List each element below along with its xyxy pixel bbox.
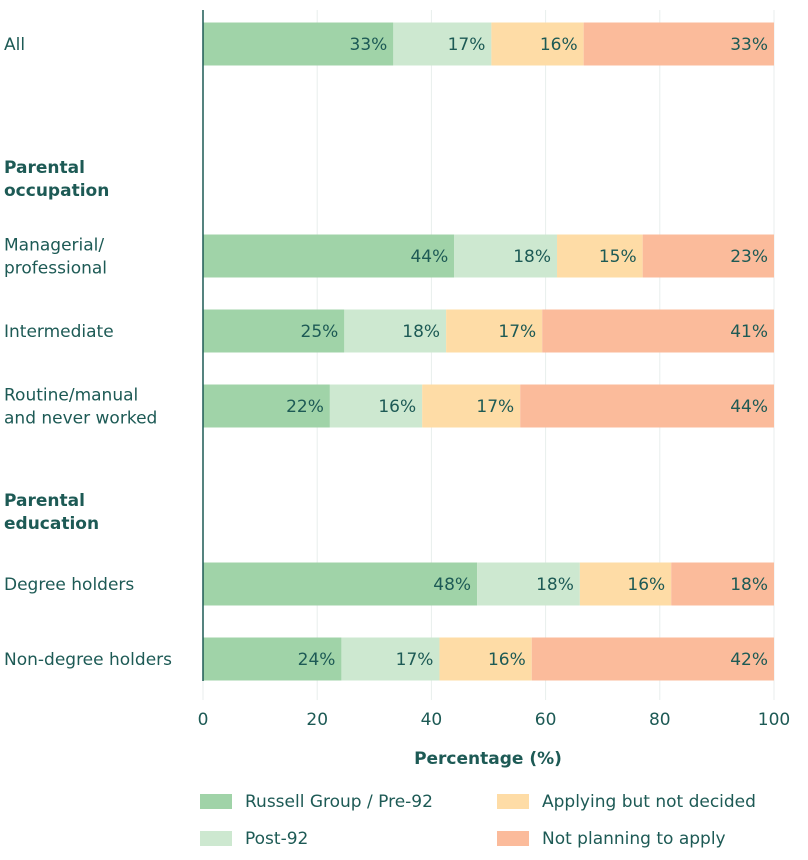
legend-label: Not planning to apply — [542, 829, 726, 849]
x-tick-label: 80 — [649, 710, 671, 730]
data-label: 24% — [298, 650, 336, 670]
bar-segment — [203, 234, 455, 278]
data-label: 17% — [498, 322, 536, 342]
data-label: 18% — [402, 322, 440, 342]
category-labels: All Managerial/professional Intermediate Ro… — [4, 35, 172, 670]
category-label: Routine/manual — [4, 386, 138, 406]
data-label: 16% — [488, 650, 526, 670]
data-label: 44% — [730, 397, 768, 417]
group-heading: Parental — [4, 491, 85, 511]
data-label: 33% — [350, 35, 388, 55]
data-label: 17% — [448, 35, 486, 55]
x-axis-title: Percentage (%) — [414, 749, 562, 769]
category-label: Intermediate — [4, 322, 114, 342]
legend-swatch — [497, 794, 529, 809]
bar-segment — [344, 309, 447, 353]
bar-segment — [446, 309, 543, 353]
bar-segment — [671, 562, 774, 606]
group-heading: occupation — [4, 181, 109, 201]
bar-segment — [203, 22, 394, 66]
data-label: 16% — [627, 575, 665, 595]
data-label: 25% — [301, 322, 339, 342]
bar-segment — [203, 637, 342, 681]
legend-label: Russell Group / Pre-92 — [245, 792, 433, 812]
data-label: 23% — [730, 247, 768, 267]
category-label: and never worked — [4, 409, 157, 429]
category-label: professional — [4, 259, 107, 279]
bar-segment — [329, 384, 423, 428]
bar-segment — [203, 562, 478, 606]
category-label: Managerial/ — [4, 236, 104, 256]
data-label: 22% — [286, 397, 324, 417]
data-label: 18% — [536, 575, 574, 595]
bar-segment — [439, 637, 532, 681]
legend-swatch — [200, 794, 232, 809]
bar-segment — [557, 234, 643, 278]
x-tick-label: 60 — [535, 710, 557, 730]
bar-segment — [579, 562, 672, 606]
data-label: 17% — [396, 650, 434, 670]
bar-segment — [393, 22, 492, 66]
data-label: 44% — [410, 247, 448, 267]
data-label: 17% — [476, 397, 514, 417]
x-tick-labels: 0 20 40 60 80 100 — [198, 710, 791, 730]
group-heading: education — [4, 514, 99, 534]
bar-segment — [203, 309, 345, 353]
category-label: Non-degree holders — [4, 650, 172, 670]
category-label: All — [4, 35, 25, 55]
x-tick-label: 100 — [758, 710, 790, 730]
bar-segment — [531, 637, 774, 681]
legend: Russell Group / Pre-92 Post-92 Applying bu… — [200, 792, 756, 849]
bar-segment — [520, 384, 774, 428]
category-label: Degree holders — [4, 575, 134, 595]
bar-segment — [454, 234, 558, 278]
data-label: 48% — [433, 575, 471, 595]
bar-segment — [203, 384, 330, 428]
legend-label: Post-92 — [245, 829, 308, 849]
bar-segment — [341, 637, 440, 681]
bar-segment — [491, 22, 584, 66]
group-heading: Parental — [4, 158, 85, 178]
legend-swatch — [497, 831, 529, 846]
bar-segment — [542, 309, 774, 353]
legend-swatch — [200, 831, 232, 846]
x-tick-label: 40 — [421, 710, 443, 730]
x-tick-label: 20 — [306, 710, 328, 730]
bar-segment — [422, 384, 521, 428]
data-label: 15% — [599, 247, 637, 267]
bars: 33% 17% 16% 33% 44% 18% 15% 23% 25% 18% 17% 41% 22% 1… — [203, 22, 774, 681]
data-label: 33% — [730, 35, 768, 55]
data-label: 18% — [513, 247, 551, 267]
data-label: 41% — [730, 322, 768, 342]
data-label: 18% — [730, 575, 768, 595]
data-label: 16% — [378, 397, 416, 417]
x-tick-label: 0 — [198, 710, 209, 730]
data-label: 42% — [730, 650, 768, 670]
bar-segment — [477, 562, 580, 606]
bar-segment — [583, 22, 774, 66]
legend-label: Applying but not decided — [542, 792, 756, 812]
data-label: 16% — [540, 35, 578, 55]
bar-segment — [642, 234, 774, 278]
